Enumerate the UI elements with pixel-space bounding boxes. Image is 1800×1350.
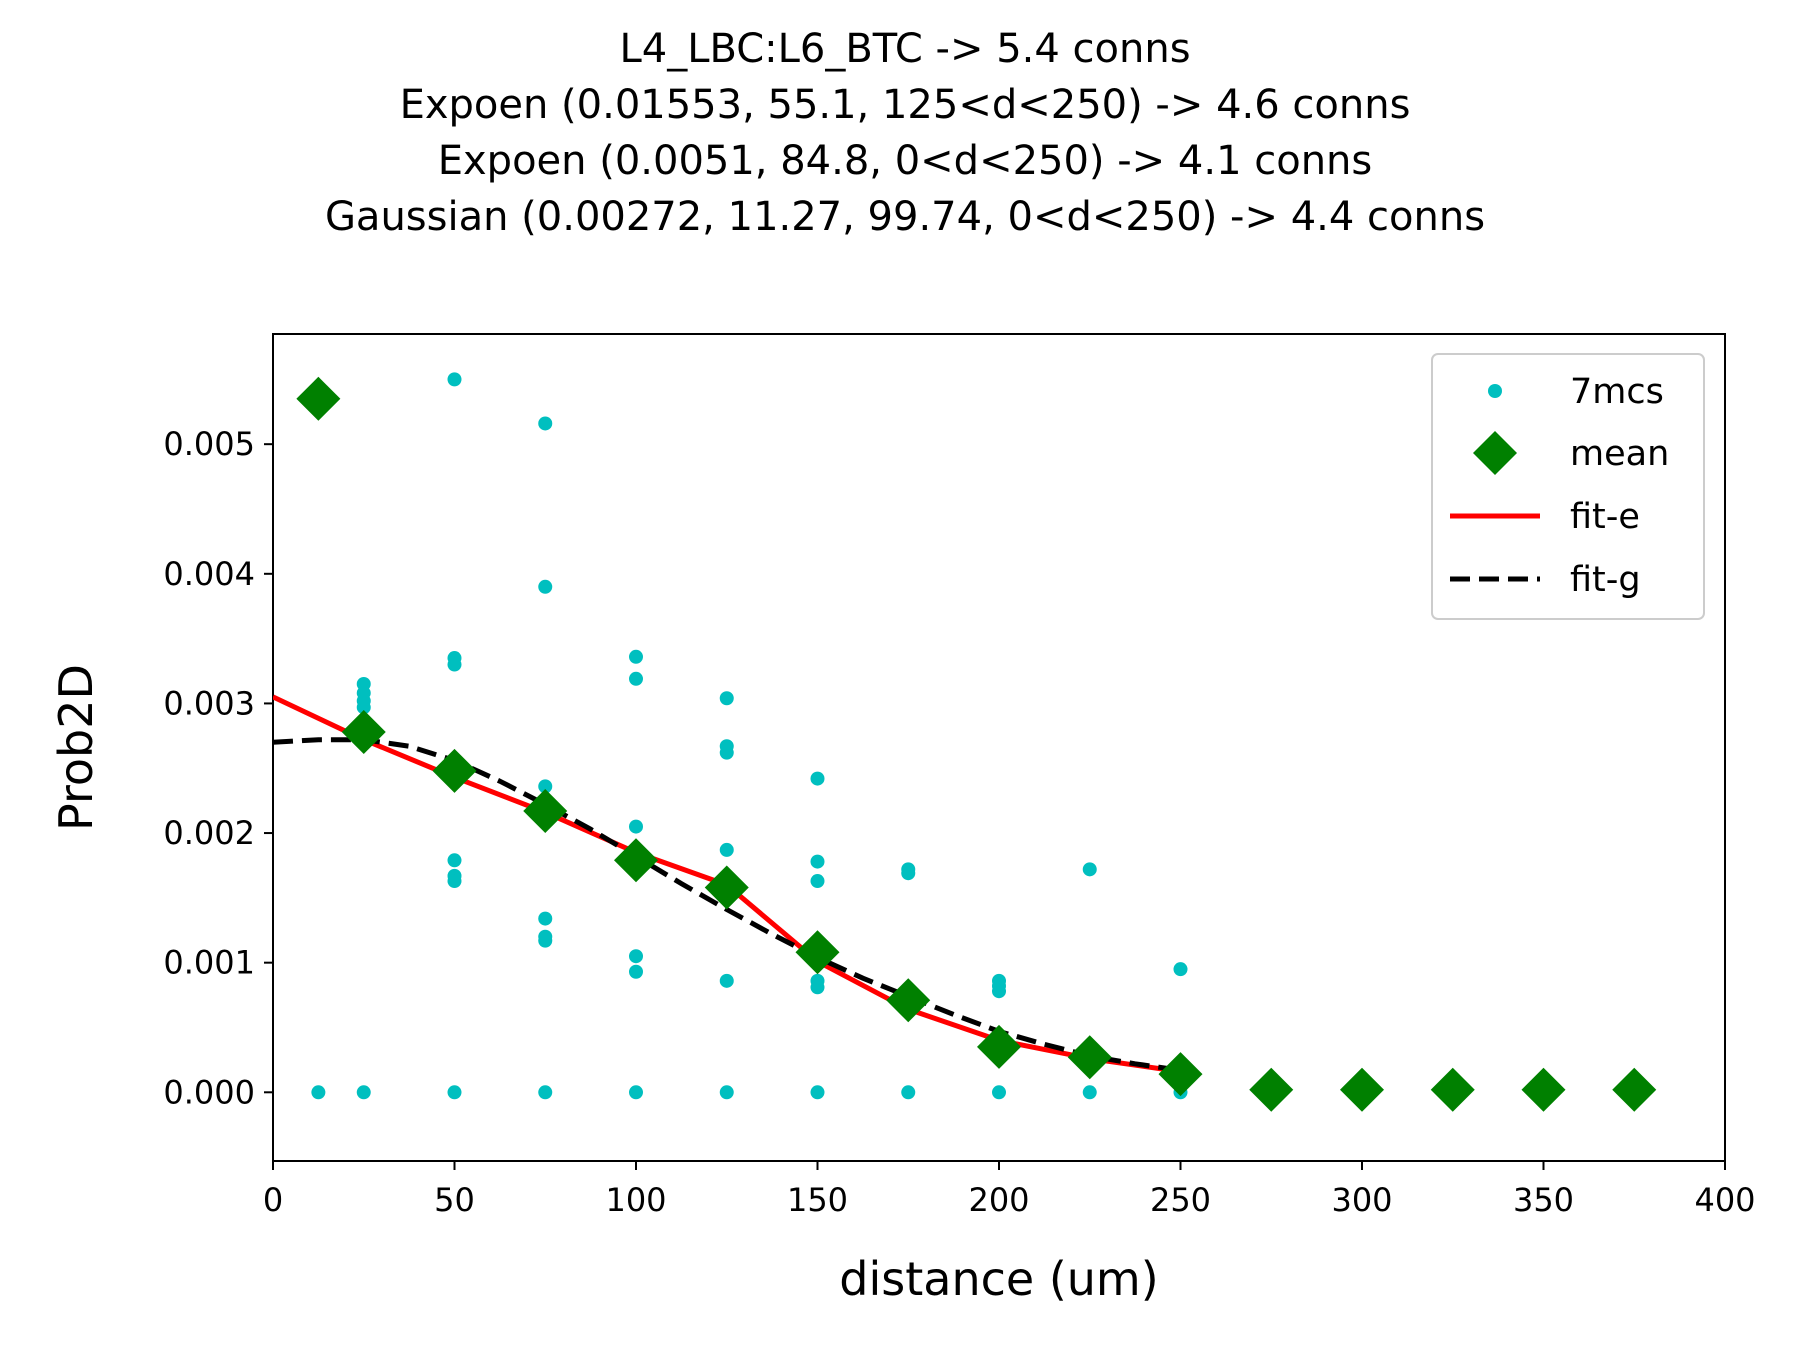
sample-point — [810, 874, 825, 889]
sample-point — [810, 854, 825, 869]
sample-point — [810, 1085, 825, 1100]
mean-point — [1430, 1067, 1475, 1112]
y-axis: 0.000 0.001 0.002 0.003 0.004 0.005 — [163, 425, 273, 1111]
legend: 7mcs mean fit-e fit-g — [1431, 353, 1705, 620]
mean-point — [523, 789, 568, 834]
title-line: Gaussian (0.00272, 11.27, 99.74, 0<d<250… — [325, 194, 1485, 240]
sample-point — [629, 671, 643, 686]
legend-item-mean: mean — [1473, 431, 1669, 475]
sample-point — [629, 1085, 643, 1100]
sample-point — [719, 973, 734, 988]
legend-label: fit-g — [1570, 560, 1641, 600]
sample-point — [719, 1085, 734, 1100]
x-tick-label: 300 — [1331, 1181, 1392, 1219]
mean-point — [432, 748, 477, 793]
mean-point — [1067, 1035, 1112, 1080]
sample-point — [447, 853, 462, 868]
sample-point — [538, 416, 553, 431]
legend-label: fit-e — [1570, 497, 1640, 537]
x-tick-label: 0 — [263, 1181, 283, 1219]
mean-point — [1158, 1052, 1203, 1097]
sample-point — [992, 1085, 1006, 1100]
chart-title: L4_LBC:L6_BTC -> 5.4 conns Expoen (0.0155… — [325, 26, 1485, 240]
mean-point — [795, 930, 840, 975]
x-axis: 0 50 100 150 200 250 300 350 400 — [263, 1161, 1756, 1219]
legend-item-7mcs: 7mcs — [1488, 372, 1664, 412]
sample-point — [810, 771, 825, 786]
sample-point — [629, 649, 643, 664]
sample-point — [538, 579, 553, 594]
title-line: L4_LBC:L6_BTC -> 5.4 conns — [619, 26, 1190, 72]
legend-label: mean — [1570, 434, 1669, 474]
mean-point — [296, 376, 341, 421]
sample-point — [1082, 1085, 1097, 1100]
series-fit-g-line — [273, 737, 1181, 1073]
sample-point — [1082, 862, 1097, 877]
sample-point — [447, 372, 462, 387]
sample-point — [719, 745, 734, 760]
series-layer — [273, 372, 1657, 1112]
y-axis-label: Prob2D — [49, 664, 103, 831]
legend-item-fit-e: fit-e — [1450, 497, 1640, 537]
legend-swatch-dot — [1488, 384, 1502, 398]
y-tick-label: 0.003 — [163, 684, 255, 722]
sample-point — [719, 842, 734, 857]
legend-swatch-diamond — [1473, 431, 1517, 475]
series-clip-group — [273, 372, 1657, 1112]
mean-point — [1249, 1067, 1294, 1112]
mean-point — [614, 838, 658, 883]
sample-point — [538, 933, 553, 948]
x-axis-label: distance (um) — [839, 1252, 1158, 1306]
sample-point — [629, 949, 643, 964]
sample-point — [311, 1085, 326, 1100]
sample-point — [901, 1085, 916, 1100]
mean-point — [977, 1024, 1021, 1069]
legend-item-fit-g: fit-g — [1450, 560, 1641, 600]
sample-point — [629, 819, 643, 834]
y-tick-label: 0.004 — [163, 555, 255, 593]
y-tick-label: 0.001 — [163, 944, 255, 982]
sample-point — [810, 980, 825, 995]
sample-point — [447, 1085, 462, 1100]
x-tick-label: 150 — [787, 1181, 848, 1219]
x-tick-label: 50 — [434, 1181, 475, 1219]
sample-point — [719, 691, 734, 706]
x-tick-label: 400 — [1694, 1181, 1755, 1219]
series-mean — [296, 376, 1657, 1112]
mean-point — [1340, 1067, 1384, 1112]
title-line: Expoen (0.01553, 55.1, 125<d<250) -> 4.6… — [400, 82, 1411, 128]
y-tick-label: 0.005 — [163, 425, 255, 463]
sample-point — [992, 984, 1006, 999]
x-tick-label: 100 — [605, 1181, 666, 1219]
mean-point — [704, 865, 749, 910]
legend-label: 7mcs — [1570, 372, 1664, 412]
sample-point — [538, 911, 553, 926]
sample-point — [447, 874, 462, 889]
x-tick-label: 350 — [1513, 1181, 1574, 1219]
sample-point — [447, 657, 462, 672]
sample-point — [538, 779, 553, 794]
sample-point — [356, 1085, 371, 1100]
mean-point — [1521, 1067, 1566, 1112]
mean-point — [886, 978, 931, 1023]
x-tick-label: 250 — [1150, 1181, 1211, 1219]
mean-point — [1612, 1067, 1657, 1112]
sample-point — [356, 700, 371, 715]
x-tick-label: 200 — [968, 1181, 1029, 1219]
mean-point — [341, 709, 386, 754]
y-tick-label: 0.000 — [163, 1073, 255, 1111]
sample-point — [901, 866, 916, 881]
sample-point — [1173, 962, 1188, 977]
legend-box — [1431, 353, 1705, 620]
sample-point — [629, 964, 643, 979]
series-7mcs — [311, 372, 1188, 1100]
sample-point — [538, 1085, 553, 1100]
title-line: Expoen (0.0051, 84.8, 0<d<250) -> 4.1 co… — [438, 138, 1373, 184]
y-tick-label: 0.002 — [163, 814, 255, 852]
